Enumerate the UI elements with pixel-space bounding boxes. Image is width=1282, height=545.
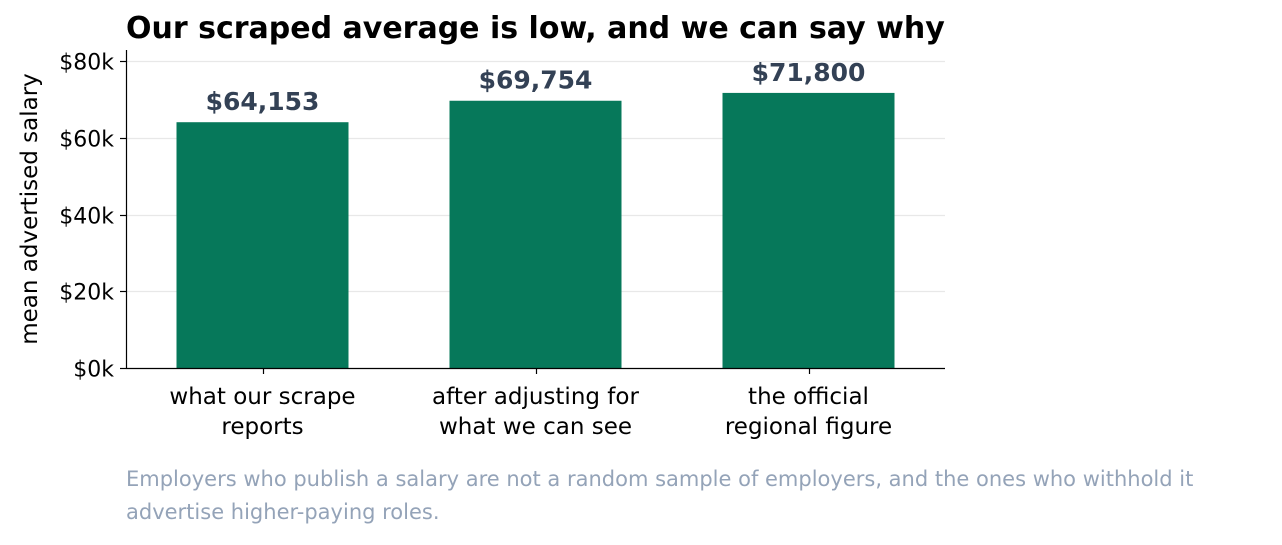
axes: [120, 50, 945, 374]
chart-caption: Employers who publish a salary are not a…: [126, 467, 1194, 524]
y-axis-label: mean advertised salary: [17, 73, 43, 345]
bar: [722, 92, 895, 369]
x-tick-label: the official regional figure: [725, 384, 892, 440]
bar: [176, 122, 349, 368]
x-tick-label: after adjusting for what we can see: [432, 384, 639, 440]
y-tick-label: $20k: [59, 281, 114, 306]
y-tick-label: $0k: [73, 358, 114, 383]
bar-value-label: $71,800: [752, 58, 866, 87]
bar-value-label: $64,153: [206, 87, 320, 116]
bars: [176, 92, 895, 369]
labels: $0k $20k $40k $60k $80k what our scrape report…: [59, 51, 892, 441]
y-tick-label: $40k: [59, 205, 114, 230]
bar: [449, 100, 622, 369]
y-tick-label: $60k: [59, 128, 114, 153]
bar-value-label: $69,754: [479, 66, 593, 95]
y-tick-label: $80k: [59, 51, 114, 76]
x-tick-label: what our scrape reports: [169, 384, 355, 440]
chart-title: Our scraped average is low, and we can s…: [126, 11, 945, 46]
